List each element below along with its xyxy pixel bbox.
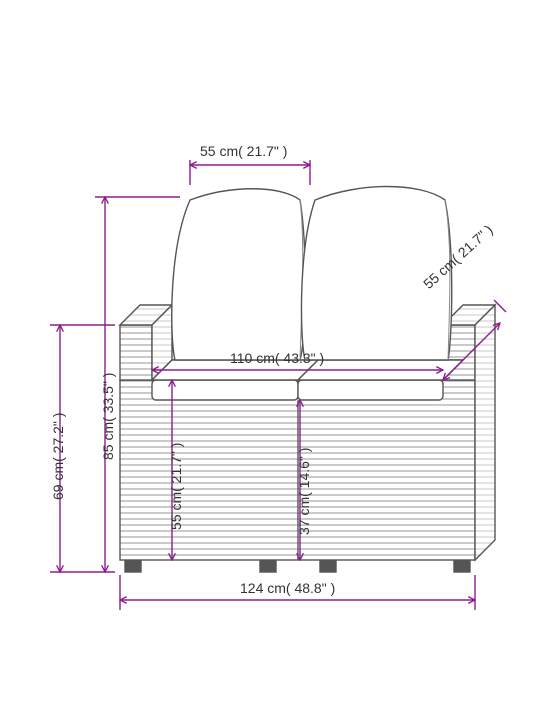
- foot: [320, 560, 336, 572]
- label-seat-height: 55 cm( 21.7" ): [168, 443, 184, 530]
- label-overall-width: 124 cm( 48.8" ): [240, 580, 335, 596]
- label-internal-height: 37 cm( 14.6" ): [296, 448, 312, 535]
- label-seat-width: 110 cm( 43.3" ): [230, 350, 324, 366]
- label-cushion-width: 55 cm( 21.7" ): [200, 143, 287, 159]
- seat-cushion-right: [298, 360, 463, 400]
- back-cushion-left: [172, 189, 306, 360]
- label-arm-height: 69 cm( 27.2" ): [50, 413, 66, 500]
- foot: [260, 560, 276, 572]
- foot: [454, 560, 470, 572]
- seat-cushion-left: [152, 360, 318, 400]
- diagram-canvas: 124 cm( 48.8" ) 110 cm( 43.3" ) 55 cm( 2…: [0, 0, 540, 720]
- foot: [125, 560, 141, 572]
- label-overall-height: 85 cm( 33.5" ): [100, 373, 116, 460]
